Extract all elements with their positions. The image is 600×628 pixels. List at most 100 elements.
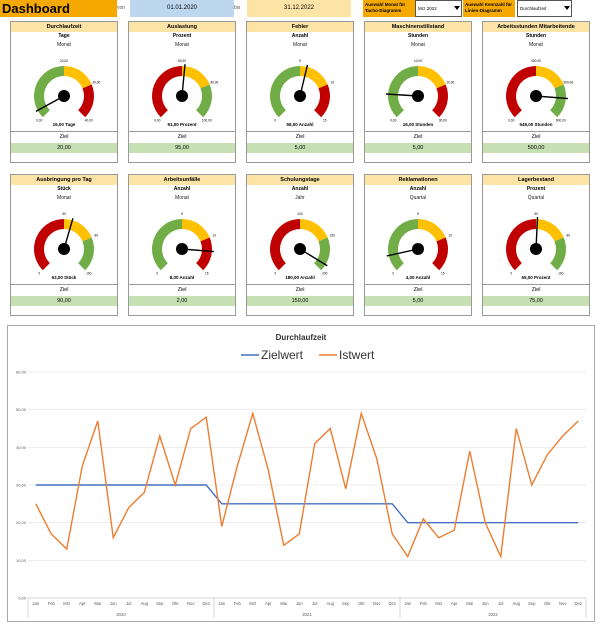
kpi-card: Ausbringung pro Tag Stück Monat 0 50 80 100 63,… xyxy=(10,174,118,316)
month-dropdown[interactable]: Mrz 2022 xyxy=(415,0,462,17)
card-title: Arbeitsunfälle xyxy=(129,175,235,185)
from-date-field[interactable]: 01.01.2020 xyxy=(130,0,234,17)
chevron-down-icon[interactable] xyxy=(564,6,570,10)
card-unit: Anzahl xyxy=(291,33,309,39)
gauge-zone-yellow xyxy=(418,66,446,89)
gauge-zone-yellow xyxy=(300,66,328,89)
month-select-label: Auswahl Monat für Tacho-Diagramm xyxy=(363,0,415,17)
gauge-scale-label: 0,00 xyxy=(36,119,42,122)
x-tick-label: Okt xyxy=(358,601,365,606)
card-period: Monat xyxy=(175,42,189,48)
gauge-zone-green xyxy=(78,237,94,271)
card-title: Durchlaufzeit xyxy=(11,22,117,32)
gauge-scale-label: 400,00 xyxy=(531,59,541,63)
card-period: Monat xyxy=(411,42,425,48)
gauge-scale-label: 100 xyxy=(86,272,92,275)
card-unit: Stunden xyxy=(408,33,428,39)
gauge-scale-label: 10 xyxy=(331,81,335,85)
gauge-scale-label: 600,00 xyxy=(556,119,566,122)
x-tick-label: Mai xyxy=(94,601,101,606)
year-label: 2022 xyxy=(488,612,498,617)
kpi-card: Arbeitsunfälle Anzahl Monat 0 5 10 15 8,00 Anza… xyxy=(128,174,236,316)
gauge-hub xyxy=(530,90,542,102)
y-tick-label: 40,00 xyxy=(16,445,27,450)
gauge-zone-yellow xyxy=(182,219,210,242)
gauge-scale-label: 20,00 xyxy=(446,81,454,85)
x-tick-label: Jun xyxy=(110,601,117,606)
card-title: Maschinenstillstand xyxy=(365,22,471,32)
x-tick-label: Feb xyxy=(234,601,242,606)
gauge: 0,00 10,00 20,00 30,00 xyxy=(386,59,455,122)
gauge-hub xyxy=(58,243,70,255)
x-tick-label: Nov xyxy=(187,601,195,606)
card-unit: Anzahl xyxy=(291,186,309,192)
goal-value: 2,00 xyxy=(129,296,235,306)
card-unit: Stunden xyxy=(526,33,546,39)
gauge-hub xyxy=(294,90,306,102)
card-title: Auslastung xyxy=(129,22,235,32)
goal-value: 5,00 xyxy=(247,143,353,153)
x-tick-label: Okt xyxy=(172,601,179,606)
gauge-zone-red xyxy=(152,66,182,118)
gauge-value: 549,00 Stunden xyxy=(519,122,553,127)
card-unit: Prozent xyxy=(172,33,192,39)
gauge-zone-red xyxy=(432,237,448,271)
gauge-scale-label: 500,00 xyxy=(563,81,573,85)
card-title: Fehler xyxy=(247,22,353,32)
gauge-zone-yellow xyxy=(536,219,564,242)
x-tick-label: Mrz xyxy=(435,601,442,606)
x-tick-label: Aug xyxy=(513,601,521,606)
goal-label: Ziel xyxy=(11,284,117,296)
kpi-card: Lagerbestand Prozent Quartal 0 50 80 100 65,00 … xyxy=(482,174,590,316)
goal-value: 150,00 xyxy=(247,296,353,306)
gauge-hub xyxy=(176,90,188,102)
goal-label: Ziel xyxy=(365,284,471,296)
goal-label: Ziel xyxy=(247,131,353,143)
card-period: Monat xyxy=(529,42,543,48)
gauge-scale-label: 150 xyxy=(330,234,336,238)
goal-value: 90,00 xyxy=(11,296,117,306)
page-title: Dashboard xyxy=(0,0,117,17)
x-tick-label: Apr xyxy=(265,601,272,606)
gauge-value: 8,00 Anzahl xyxy=(169,275,195,280)
gauge-scale-label: 0 xyxy=(274,272,276,275)
x-tick-label: Feb xyxy=(48,601,56,606)
gauge-zone-green xyxy=(196,84,212,118)
card-title: Schulungstage xyxy=(247,175,353,185)
x-tick-label: Jan xyxy=(404,601,411,606)
x-tick-label: Dez xyxy=(575,601,582,606)
to-date-field[interactable]: 31.12.2022 xyxy=(247,0,351,17)
gauge-hub xyxy=(176,243,188,255)
x-tick-label: Apr xyxy=(451,601,458,606)
gauge-zone-red xyxy=(432,84,448,118)
gauge-hub xyxy=(530,243,542,255)
series-line-istwert xyxy=(35,410,579,560)
y-tick-label: 20,00 xyxy=(16,520,27,525)
x-tick-label: Jun xyxy=(482,601,489,606)
chevron-down-icon[interactable] xyxy=(454,6,460,10)
card-unit: Stück xyxy=(57,186,71,192)
x-tick-label: Dez xyxy=(203,601,210,606)
kpi-dropdown[interactable]: Durchlaufzeit xyxy=(517,0,572,17)
goal-value: 95,00 xyxy=(129,143,235,153)
gauge-zone-red xyxy=(314,84,330,118)
gauge-scale-label: 0,00 xyxy=(390,119,396,122)
gauge: 0 50 80 100 xyxy=(34,212,98,275)
line-chart-panel: Durchlaufzeit Zielwert Istwert 0,00 10,00 20,… xyxy=(7,325,595,622)
gauge-scale-label: 20,00 xyxy=(60,59,68,63)
kpi-dropdown-value: Durchlaufzeit xyxy=(520,6,547,11)
card-unit: Tage xyxy=(58,33,70,39)
gauge-zone-yellow xyxy=(64,66,92,89)
gauge-zone-yellow xyxy=(182,66,210,89)
goal-value: 5,00 xyxy=(365,296,471,306)
goal-label: Ziel xyxy=(129,131,235,143)
kpi-card: Auslastung Prozent Monat 0,00 60,00 80,00 100,… xyxy=(128,21,236,163)
gauge-zone-green xyxy=(388,66,418,118)
x-tick-label: Nov xyxy=(373,601,381,606)
gauge-hub xyxy=(294,243,306,255)
gauge-scale-label: 60,00 xyxy=(178,59,186,63)
gauge: 0 5 10 15 xyxy=(152,212,216,275)
gauge-scale-label: 0,00 xyxy=(508,119,514,122)
gauge-value: 4,00 Anzahl xyxy=(405,275,431,280)
goal-label: Ziel xyxy=(247,284,353,296)
